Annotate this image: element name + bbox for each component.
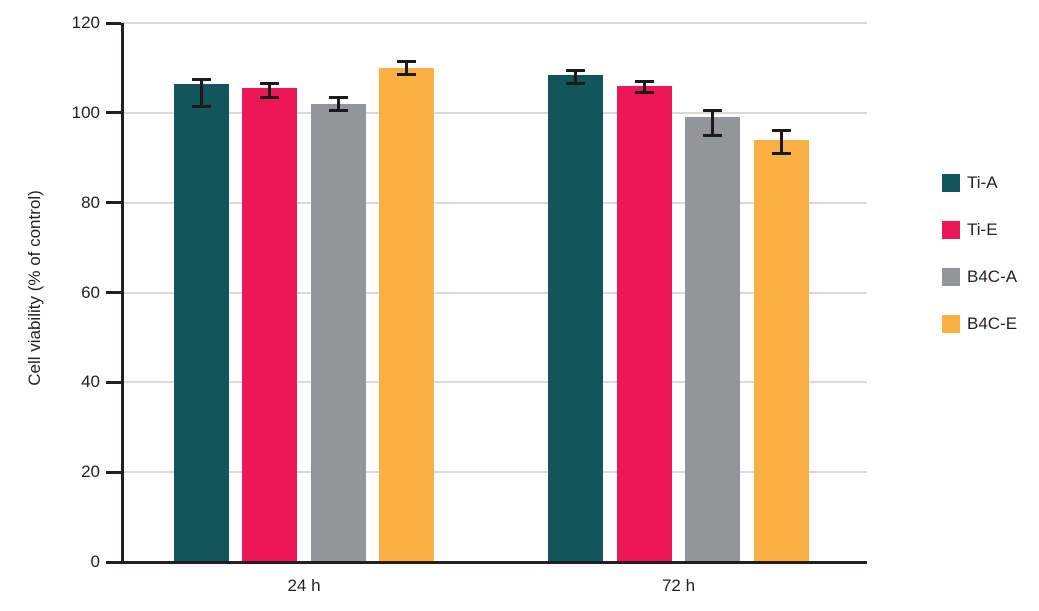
bar-ti-a-24h: [173, 83, 229, 562]
y-tick-label-120: 120: [71, 13, 100, 32]
legend-label-ti-a: Ti-A: [967, 173, 998, 192]
error-bar-cap-top: [566, 68, 586, 72]
legend-label-b4c-a: B4C-A: [967, 267, 1018, 286]
legend: Ti-A Ti-E B4C-A B4C-E: [942, 173, 1018, 362]
error-bar-cap-top: [328, 95, 348, 99]
error-bar-cap-bottom: [191, 104, 211, 108]
grid-line-80: [123, 201, 867, 204]
error-bar-line: [711, 110, 715, 136]
y-tick-label-0: 0: [90, 552, 100, 571]
y-axis-tick-40: [106, 380, 121, 384]
grid-line-100: [123, 111, 867, 114]
legend-swatch-ti-e: [942, 221, 960, 239]
error-bar-cap-top: [260, 82, 280, 86]
error-bar-cap-bottom: [771, 151, 791, 155]
legend-item-ti-a: Ti-A: [942, 173, 1017, 192]
legend-label-ti-e: Ti-E: [967, 220, 998, 239]
x-axis-line: [121, 561, 867, 564]
y-axis-tick-60: [106, 291, 121, 294]
bar-b4c-e-72h: [753, 139, 809, 562]
error-bar-cap-bottom: [566, 82, 586, 86]
x-category-label-72h: 72 h: [661, 576, 696, 595]
error-bar-cap-bottom: [260, 95, 280, 99]
y-tick-label-80: 80: [81, 192, 100, 212]
error-bar-line: [199, 79, 203, 107]
error-bar-cap-top: [191, 77, 211, 81]
error-bar-line: [268, 83, 272, 98]
error-bar-cap-bottom: [703, 133, 723, 137]
error-bar-cap-top: [771, 129, 791, 133]
legend-item-b4c-e: B4C-E: [942, 314, 1018, 333]
error-bar-cap-bottom: [397, 73, 417, 77]
legend-swatch-b4c-e: [942, 315, 960, 333]
error-bar-cap-bottom: [328, 109, 348, 113]
legend-item-ti-e: Ti-E: [942, 220, 1017, 239]
grid-line-40: [123, 381, 867, 384]
y-axis-tick-0: [106, 560, 121, 564]
y-axis-tick-120: [106, 21, 121, 25]
y-tick-label-60: 60: [81, 282, 100, 302]
error-bar-cap-top: [634, 79, 654, 83]
y-tick-label-40: 40: [81, 372, 100, 392]
y-axis-tick-100: [106, 111, 121, 115]
legend-swatch-b4c-a: [942, 268, 960, 286]
error-bar-line: [574, 70, 578, 84]
bar-b4c-e-24h: [379, 67, 435, 562]
grid-line-120: [123, 22, 867, 24]
legend-label-b4c-e: B4C-E: [967, 314, 1018, 333]
y-tick-label-20: 20: [81, 462, 100, 482]
grid-line-20: [123, 471, 867, 474]
x-category-label-24h: 24 h: [287, 576, 321, 595]
y-tick-label-100: 100: [71, 102, 100, 122]
error-bar-line: [779, 130, 783, 154]
grid-line-60: [123, 291, 867, 294]
bar-ti-a-72h: [548, 74, 604, 562]
bar-b4c-a-72h: [685, 117, 741, 562]
error-bar-cap-bottom: [634, 91, 654, 95]
error-bar-line: [336, 97, 340, 111]
y-axis-line: [121, 23, 124, 564]
y-axis-tick-80: [106, 201, 121, 205]
error-bar-line: [405, 61, 409, 75]
error-bar-line: [642, 81, 646, 93]
y-axis-tick-20: [106, 470, 121, 474]
error-bar-cap-top: [703, 109, 723, 113]
bar-b4c-a-24h: [310, 103, 366, 562]
bar-ti-e-24h: [242, 88, 298, 562]
bar-ti-e-72h: [616, 85, 672, 562]
error-bar-cap-top: [397, 59, 417, 63]
legend-item-b4c-a: B4C-A: [942, 267, 1018, 286]
legend-swatch-ti-a: [942, 174, 960, 192]
